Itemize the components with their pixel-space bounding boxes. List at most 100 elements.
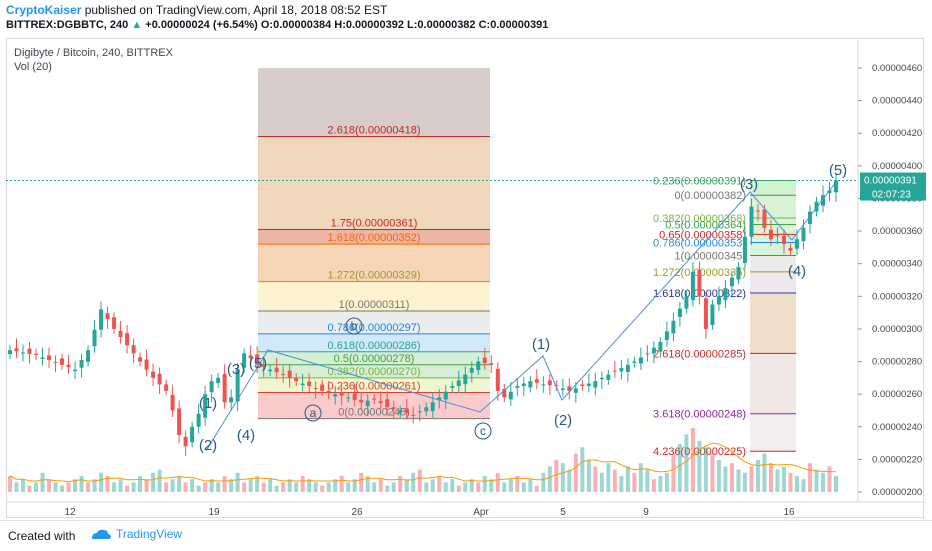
volume-bar bbox=[183, 482, 188, 492]
fib-label-right: 1(0.00000345) bbox=[674, 251, 746, 263]
fib-label-left: 1.75(0.00000361) bbox=[331, 217, 418, 229]
volume-bar bbox=[190, 479, 195, 492]
elliott-wave-path bbox=[205, 181, 837, 452]
fib-zone-left bbox=[258, 281, 490, 311]
chart-legend: Digibyte / Bitcoin, 240, BITTREX Vol (20… bbox=[14, 46, 173, 74]
volume-bar bbox=[749, 466, 754, 492]
volume-bar bbox=[60, 485, 65, 492]
candle-body bbox=[268, 369, 273, 372]
volume-bar bbox=[768, 463, 773, 492]
candle-body bbox=[658, 341, 663, 352]
candle-body bbox=[690, 271, 695, 301]
candle-body bbox=[612, 370, 617, 372]
volume-bar bbox=[599, 472, 604, 492]
candle-body bbox=[8, 350, 12, 355]
volume-bar bbox=[196, 485, 201, 492]
volume-bar bbox=[411, 472, 416, 492]
wave-label: (1) bbox=[532, 336, 550, 353]
footer: Created with TradingView bbox=[0, 520, 932, 551]
wave-label: b bbox=[351, 319, 358, 333]
volume-bar bbox=[560, 463, 565, 492]
candle-body bbox=[131, 345, 136, 354]
y-tick-label: 0.00000360 bbox=[872, 226, 922, 237]
volume-bar bbox=[593, 466, 598, 492]
candle-body bbox=[729, 277, 734, 287]
volume-bar bbox=[307, 479, 312, 492]
volume-bar bbox=[437, 476, 442, 492]
volume-bar bbox=[417, 469, 422, 492]
candle-body bbox=[632, 361, 637, 363]
candle-body bbox=[203, 394, 208, 418]
volume-bar bbox=[508, 479, 513, 492]
fib-label-right: 4.236(0.00000225) bbox=[653, 446, 746, 458]
y-tick-label: 0.00000460 bbox=[872, 63, 922, 74]
volume-bar bbox=[515, 476, 520, 492]
candle-body bbox=[34, 353, 39, 356]
volume-bar bbox=[528, 479, 533, 492]
tradingview-brand[interactable]: TradingView bbox=[90, 527, 182, 541]
tradingview-label: TradingView bbox=[116, 527, 183, 541]
candle-body bbox=[710, 304, 715, 326]
candle-body bbox=[723, 288, 728, 301]
candle-body bbox=[645, 353, 650, 355]
volume-bar bbox=[645, 469, 650, 492]
candle-body bbox=[476, 361, 481, 371]
candle-body bbox=[92, 329, 97, 347]
volume-bar bbox=[651, 479, 656, 492]
fib-zone-left bbox=[258, 136, 490, 230]
symbol-line: BITTREX:DGBBTC, 240 ▲ +0.00000024 (+6.54… bbox=[6, 19, 548, 31]
candle-body bbox=[60, 358, 65, 365]
candle-body bbox=[450, 386, 455, 388]
volume-bar bbox=[359, 472, 364, 492]
volume-bar bbox=[118, 479, 123, 492]
y-tick-label: 0.00000400 bbox=[872, 161, 922, 172]
candle-body bbox=[359, 399, 364, 403]
candle-body bbox=[775, 235, 780, 237]
volume-bar bbox=[586, 460, 591, 492]
candle-body bbox=[333, 394, 338, 397]
volume-bar bbox=[430, 479, 435, 492]
fib-zone-left bbox=[258, 244, 490, 282]
y-tick-label: 0.00000200 bbox=[872, 487, 922, 498]
volume-bar bbox=[807, 463, 812, 492]
fib-label-left: 0.382(0.00000270) bbox=[328, 366, 421, 378]
volume-bar bbox=[151, 472, 156, 492]
volume-bar bbox=[14, 482, 19, 492]
fib-label-left: 2.618(0.00000418) bbox=[328, 124, 421, 136]
candle-body bbox=[463, 374, 468, 385]
y-tick-label: 0.00000240 bbox=[872, 422, 922, 433]
ohlc-values: O:0.00000384 H:0.00000392 L:0.00000382 C… bbox=[260, 19, 549, 31]
candle-body bbox=[235, 369, 240, 402]
candle-body bbox=[834, 180, 838, 193]
volume-bar bbox=[625, 466, 630, 492]
volume-bar bbox=[105, 476, 110, 492]
candle-body bbox=[398, 410, 403, 413]
volume-bar bbox=[125, 485, 130, 492]
volume-bar bbox=[827, 466, 832, 492]
candle-body bbox=[762, 209, 767, 228]
candle-body bbox=[820, 195, 825, 206]
symbol-label: BITTREX:DGBBTC, 240 bbox=[6, 19, 129, 31]
candle-body bbox=[138, 357, 143, 362]
publish-line: CryptoKaiser published on TradingView.co… bbox=[6, 3, 387, 17]
fib-label-left: 0.5(0.00000278) bbox=[334, 353, 415, 365]
y-tick-label: 0.00000420 bbox=[872, 128, 922, 139]
volume-bar bbox=[554, 460, 559, 492]
author-link[interactable]: CryptoKaiser bbox=[6, 3, 82, 17]
candle-body bbox=[248, 355, 253, 359]
volume-bar bbox=[580, 447, 585, 492]
volume-bar bbox=[534, 485, 539, 492]
chart-frame[interactable] bbox=[6, 38, 924, 518]
candle-body bbox=[755, 210, 760, 212]
candle-body bbox=[749, 206, 754, 237]
x-tick-label: 9 bbox=[643, 507, 649, 518]
volume-bar bbox=[131, 482, 136, 492]
wave-label: (1) bbox=[199, 395, 217, 412]
volume-bar bbox=[287, 479, 292, 492]
price-chart[interactable]: 0.00000460 0.00000440 0.00000420 0.00000400… bbox=[0, 0, 932, 520]
x-tick-label: 12 bbox=[64, 507, 76, 518]
candle-body bbox=[352, 393, 357, 400]
wave-label: (2) bbox=[554, 412, 572, 429]
candle-body bbox=[619, 368, 624, 372]
candle-body bbox=[502, 388, 507, 398]
